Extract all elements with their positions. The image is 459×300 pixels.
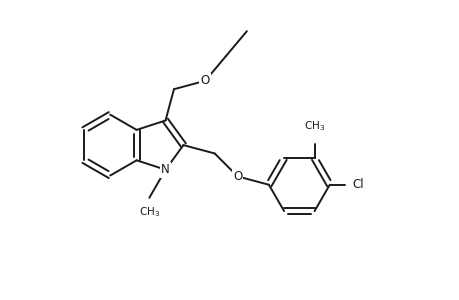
Text: O: O: [233, 170, 242, 183]
Text: N: N: [161, 163, 169, 176]
Text: CH$_3$: CH$_3$: [303, 119, 325, 133]
Text: O: O: [200, 74, 209, 87]
Text: CH$_3$: CH$_3$: [139, 206, 160, 219]
Text: Cl: Cl: [352, 178, 363, 191]
